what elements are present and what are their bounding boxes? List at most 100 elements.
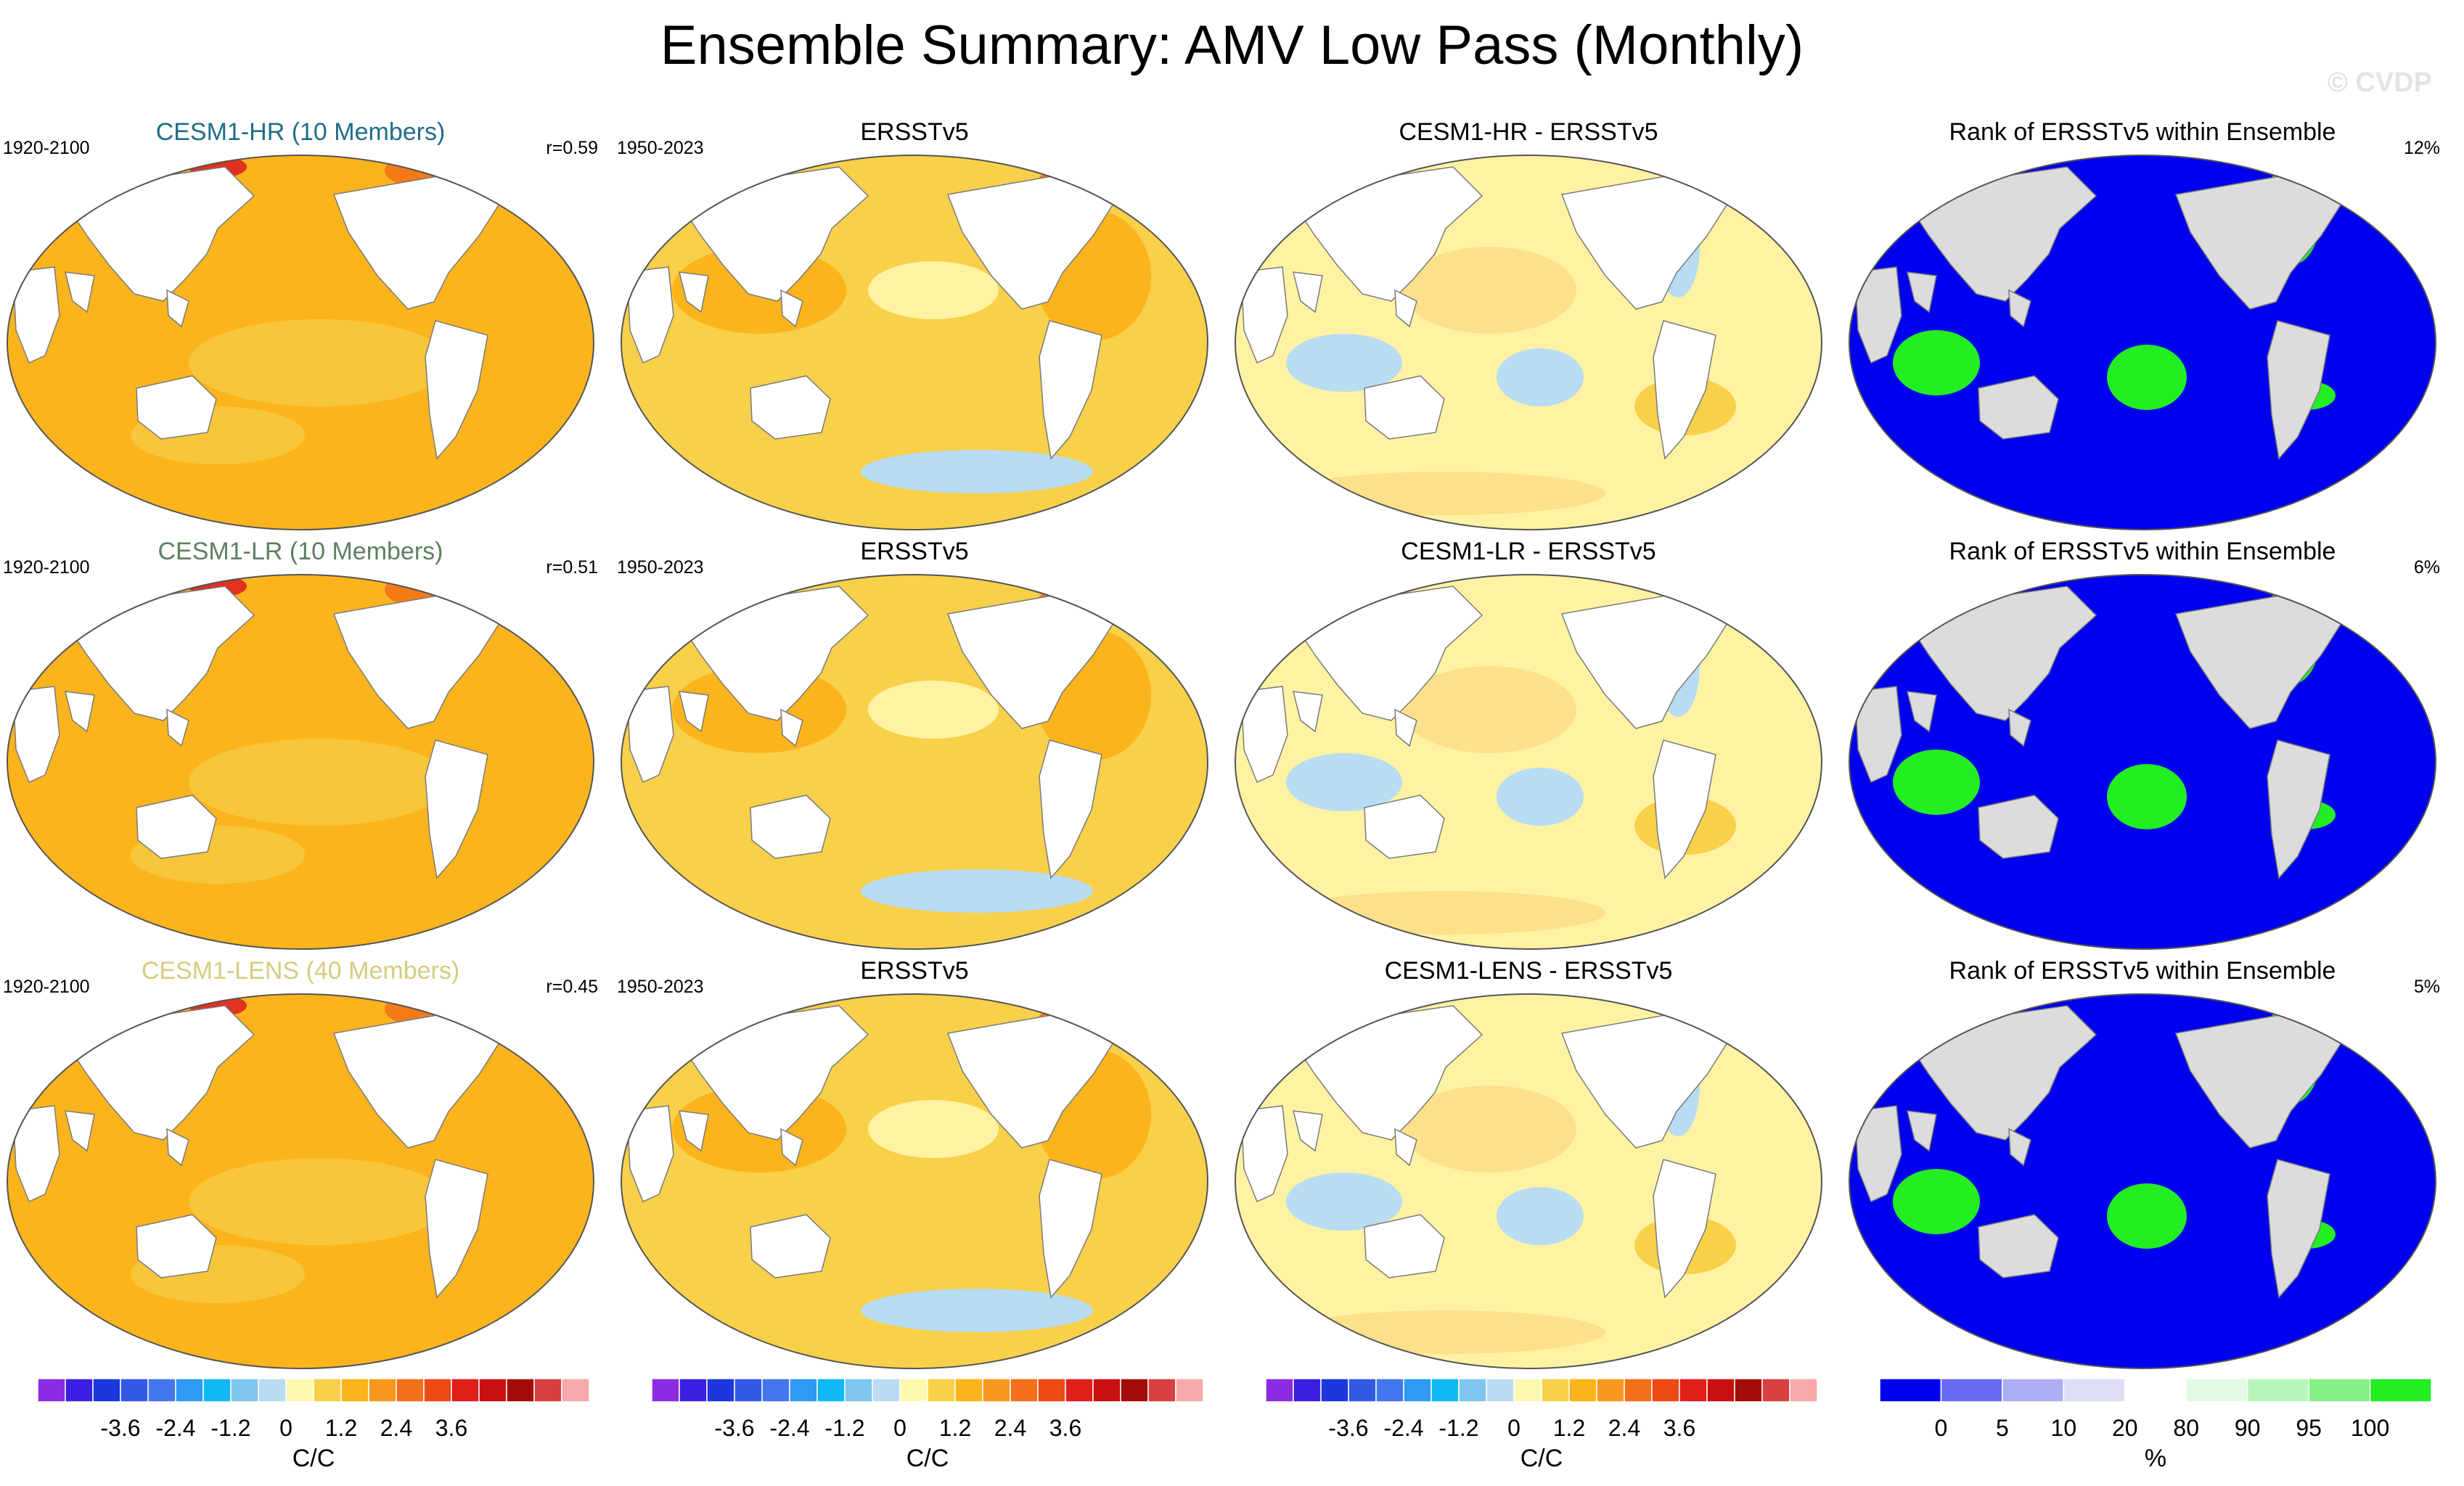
land-india	[1293, 271, 1323, 313]
colorbar-box	[1513, 1378, 1542, 1403]
land-australia	[1978, 1214, 2059, 1278]
colorbar-box	[1266, 1378, 1294, 1403]
colorbar-box	[396, 1378, 425, 1403]
map-outline	[1235, 993, 1822, 1369]
colorbar-box	[38, 1378, 66, 1403]
colorbar-tick-label: 0	[1507, 1415, 1520, 1441]
land-indochina	[166, 289, 189, 328]
colorbar-box	[734, 1378, 763, 1403]
colorbar-tick-label: 2.4	[994, 1415, 1027, 1441]
land-greenland	[1084, 580, 1123, 609]
colorbar-box	[1403, 1378, 1432, 1403]
r0-obs-panel: ERSSTv5 1950-2023	[614, 118, 1215, 537]
r1-obs-map-svg	[621, 574, 1208, 950]
map-outline	[621, 993, 1208, 1369]
land-australia	[1364, 1214, 1445, 1278]
colorbar-tick-label: 1.2	[938, 1415, 972, 1441]
land-india	[65, 1110, 95, 1152]
land-australia	[136, 795, 217, 859]
colorbar-box	[561, 1378, 589, 1403]
colorbar-tick-label: -3.6	[714, 1415, 755, 1441]
r1-diff-map	[1228, 565, 1829, 956]
colorbar-tick-label: -1.2	[824, 1415, 865, 1441]
r1-ensemble-period: 1920-2100	[3, 557, 90, 578]
r0-obs-map-svg	[621, 155, 1208, 530]
colorbar-tick-label: 1.2	[1552, 1415, 1586, 1441]
colorbar-box	[1293, 1378, 1322, 1403]
colorbar-unit-label: C/C	[292, 1445, 335, 1472]
land-india	[1293, 1110, 1323, 1152]
colorbar-box	[2002, 1378, 2065, 1403]
r1-diff-map-content	[1235, 575, 1822, 949]
r0-diff-title: CESM1-HR - ERSSTv5	[1399, 118, 1658, 146]
colorbar-box	[478, 1378, 507, 1403]
land-s-america	[1039, 320, 1102, 460]
land-africa	[626, 266, 674, 364]
watermark: © CVDP	[2327, 67, 2432, 98]
land-india	[679, 271, 709, 313]
colorbar-box	[423, 1378, 452, 1403]
land-africa	[1854, 1105, 1902, 1203]
land-greenland	[2312, 999, 2352, 1028]
map-outline	[1849, 574, 2436, 950]
colorbar-box	[147, 1378, 176, 1403]
colorbar-tick-label: 3.6	[435, 1415, 468, 1441]
r1-rank-map-content	[1849, 575, 2436, 949]
land-australia	[136, 1214, 217, 1278]
colorbar-box	[1789, 1378, 1817, 1403]
colorbar-box	[954, 1378, 983, 1403]
colorbar-unit-label: %	[2144, 1445, 2167, 1472]
map-outline	[1235, 155, 1822, 530]
r2-ensemble-period: 1920-2100	[3, 977, 90, 997]
r0-ensemble-map-svg	[7, 155, 594, 530]
r0-diff-map-svg	[1235, 155, 1822, 530]
land-africa	[12, 266, 60, 364]
colorbar-3-boxes	[1266, 1378, 1817, 1403]
colorbar-tick-label: 1.2	[324, 1415, 358, 1441]
colorbar-box	[1679, 1378, 1708, 1403]
land-india	[65, 271, 95, 313]
land-greenland	[1698, 580, 1738, 609]
colorbar-box	[1037, 1378, 1066, 1403]
colorbar-box	[2124, 1378, 2187, 1403]
field-anomaly	[708, 998, 781, 1020]
land-s-america	[1039, 739, 1102, 879]
land-asia	[679, 1005, 869, 1141]
land-australia	[136, 375, 217, 440]
colorbar-box	[652, 1378, 680, 1403]
map-outline	[1235, 574, 1822, 950]
r0-ensemble-map	[0, 145, 601, 537]
colorbar-2: -3.6 -2.4 -1.2 0 1.2 2.4 3.6 C/C	[652, 1377, 1203, 1486]
land-australia	[750, 795, 831, 859]
r2-rank-rank-percent: 5%	[2413, 977, 2440, 997]
colorbar-tick-label: 0	[893, 1415, 906, 1441]
land-asia	[679, 166, 869, 302]
colorbar-box	[706, 1378, 735, 1403]
land-indochina	[780, 1128, 803, 1167]
colorbar-tick-label: -3.6	[100, 1415, 141, 1441]
colorbar-box	[679, 1378, 708, 1403]
colorbar-tick-label: 2.4	[1608, 1415, 1641, 1441]
land-indochina	[780, 289, 803, 328]
land-indochina	[2008, 1128, 2031, 1167]
field-anomaly	[868, 1100, 999, 1158]
land-greenland	[1084, 999, 1123, 1028]
land-asia	[1907, 586, 2097, 721]
colorbar-4-boxes	[1880, 1378, 2431, 1403]
field-anomaly	[1893, 1169, 1980, 1234]
r0-diff-panel: CESM1-HR - ERSSTv5	[1228, 118, 1829, 537]
land-indochina	[166, 708, 189, 747]
colorbar-box	[872, 1378, 901, 1403]
land-africa	[626, 686, 674, 784]
colorbar-2-boxes	[652, 1378, 1203, 1403]
colorbar-tick-label: -3.6	[1328, 1415, 1369, 1441]
land-africa	[1854, 686, 1902, 784]
land-africa	[12, 1105, 60, 1203]
colorbar-box	[761, 1378, 790, 1403]
land-india	[1907, 271, 1937, 313]
land-greenland	[470, 160, 509, 189]
field-anomaly	[189, 1158, 450, 1245]
land-india	[679, 1110, 709, 1152]
map-outline	[621, 155, 1208, 530]
r0-rank-panel: Rank of ERSSTv5 within Ensemble 12%	[1842, 118, 2443, 537]
